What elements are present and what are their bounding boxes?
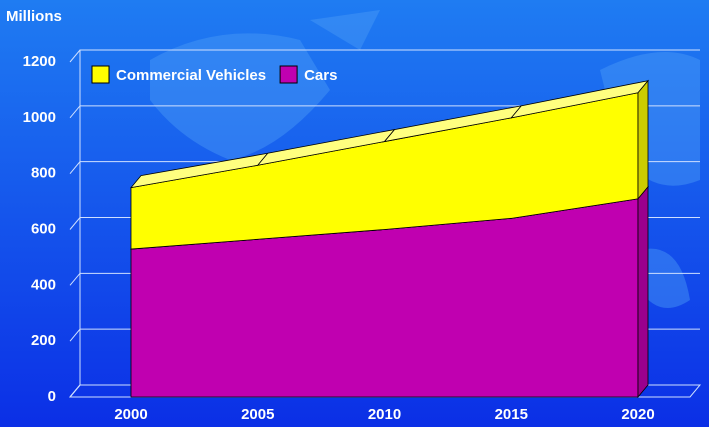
legend-label: Cars <box>304 67 337 84</box>
x-tick-label: 2015 <box>495 406 528 423</box>
y-axis-label: Millions <box>6 8 62 25</box>
y-tick-label: 0 <box>48 388 56 405</box>
y-tick-label: 600 <box>31 220 56 237</box>
grid-line <box>69 105 700 119</box>
legend-swatch <box>91 65 110 84</box>
y-tick-label: 400 <box>31 276 56 293</box>
x-tick-label: 2010 <box>368 406 401 423</box>
map-decoration <box>150 10 700 308</box>
y-tick-label: 200 <box>31 332 56 349</box>
area-side <box>637 79 649 200</box>
x-tick-label: 2020 <box>621 406 654 423</box>
area-side <box>637 185 649 399</box>
x-tick-label: 2000 <box>114 406 147 423</box>
y-tick-label: 1200 <box>23 53 56 70</box>
x-tick-label: 2005 <box>241 406 274 423</box>
legend-label: Commercial Vehicles <box>116 67 266 84</box>
grid-line <box>69 49 700 63</box>
y-tick-label: 1000 <box>23 109 56 126</box>
y-tick-label: 800 <box>31 165 56 182</box>
legend-swatch <box>279 65 298 84</box>
